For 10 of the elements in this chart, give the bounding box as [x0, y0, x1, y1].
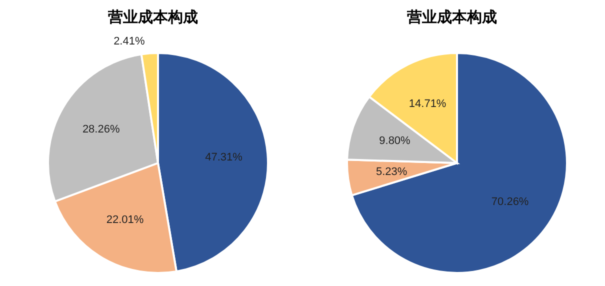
data-label: 2.41%: [114, 35, 145, 48]
data-label: 5.23%: [376, 166, 408, 178]
data-label: 22.01%: [106, 214, 144, 226]
data-label: 9.80%: [379, 135, 411, 148]
data-label: 47.31%: [205, 151, 243, 164]
chart-title: 营业成本构成: [107, 8, 199, 28]
data-label: 70.26%: [491, 196, 529, 208]
data-label: 14.71%: [408, 98, 446, 110]
data-label: 28.26%: [82, 124, 120, 136]
chart-title: 营业成本构成: [406, 8, 498, 28]
